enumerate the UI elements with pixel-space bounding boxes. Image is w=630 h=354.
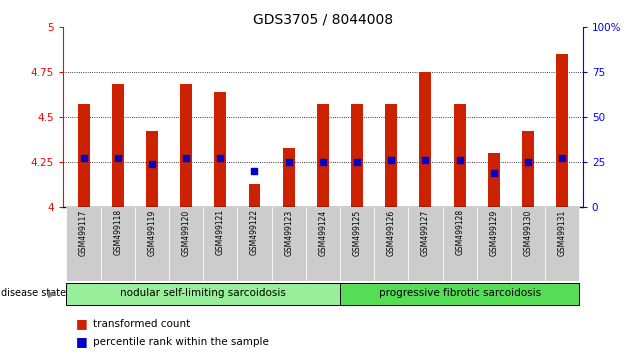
Point <box>284 159 294 165</box>
Bar <box>511 207 545 281</box>
Text: GSM499118: GSM499118 <box>113 209 122 256</box>
Point <box>249 168 260 174</box>
Bar <box>66 282 340 305</box>
Point <box>386 157 396 163</box>
Text: GSM499121: GSM499121 <box>216 209 225 256</box>
Text: GSM499117: GSM499117 <box>79 209 88 256</box>
Bar <box>238 207 272 281</box>
Text: GSM499125: GSM499125 <box>353 209 362 256</box>
Bar <box>420 72 432 207</box>
Text: percentile rank within the sample: percentile rank within the sample <box>93 337 269 347</box>
Bar <box>374 207 408 281</box>
Bar <box>112 84 123 207</box>
Bar <box>386 104 398 207</box>
Bar <box>340 207 374 281</box>
Bar <box>556 54 568 207</box>
Point <box>318 159 328 165</box>
Text: GSM499124: GSM499124 <box>318 209 328 256</box>
Bar <box>545 207 580 281</box>
Text: disease state: disease state <box>1 288 66 298</box>
Bar <box>272 207 306 281</box>
Point <box>215 155 226 161</box>
Bar <box>522 131 534 207</box>
Bar <box>477 207 511 281</box>
Bar <box>442 207 477 281</box>
Point <box>489 170 499 176</box>
Text: GSM499127: GSM499127 <box>421 209 430 256</box>
Bar <box>169 207 203 281</box>
Text: GSM499129: GSM499129 <box>490 209 498 256</box>
Bar <box>283 148 295 207</box>
Bar <box>488 153 500 207</box>
Bar <box>454 104 466 207</box>
Text: GSM499120: GSM499120 <box>181 209 191 256</box>
Bar <box>101 207 135 281</box>
Bar <box>340 282 580 305</box>
Bar <box>66 207 101 281</box>
Point <box>557 155 567 161</box>
Point <box>523 159 533 165</box>
Text: GSM499119: GSM499119 <box>147 209 156 256</box>
Bar <box>77 104 89 207</box>
Point <box>455 157 465 163</box>
Bar <box>351 104 363 207</box>
Bar <box>135 207 169 281</box>
Bar <box>146 131 158 207</box>
Text: GSM499131: GSM499131 <box>558 209 567 256</box>
Text: GDS3705 / 8044008: GDS3705 / 8044008 <box>253 12 393 27</box>
Text: GSM499130: GSM499130 <box>524 209 532 256</box>
Point <box>352 159 362 165</box>
Bar <box>214 92 226 207</box>
Bar <box>180 84 192 207</box>
Text: progressive fibrotic sarcoidosis: progressive fibrotic sarcoidosis <box>379 288 541 298</box>
Point <box>420 157 430 163</box>
Text: ■: ■ <box>76 335 88 348</box>
Text: ▶: ▶ <box>48 288 55 298</box>
Bar <box>317 104 329 207</box>
Text: GSM499122: GSM499122 <box>250 209 259 256</box>
Text: nodular self-limiting sarcoidosis: nodular self-limiting sarcoidosis <box>120 288 286 298</box>
Text: transformed count: transformed count <box>93 319 190 329</box>
Point <box>147 161 157 167</box>
Bar <box>306 207 340 281</box>
Text: GSM499126: GSM499126 <box>387 209 396 256</box>
Text: GSM499123: GSM499123 <box>284 209 293 256</box>
Bar <box>203 207 238 281</box>
Text: GSM499128: GSM499128 <box>455 209 464 256</box>
Text: ■: ■ <box>76 318 88 330</box>
Bar <box>408 207 442 281</box>
Point <box>181 155 191 161</box>
Point <box>79 155 89 161</box>
Bar <box>248 184 260 207</box>
Point <box>113 155 123 161</box>
